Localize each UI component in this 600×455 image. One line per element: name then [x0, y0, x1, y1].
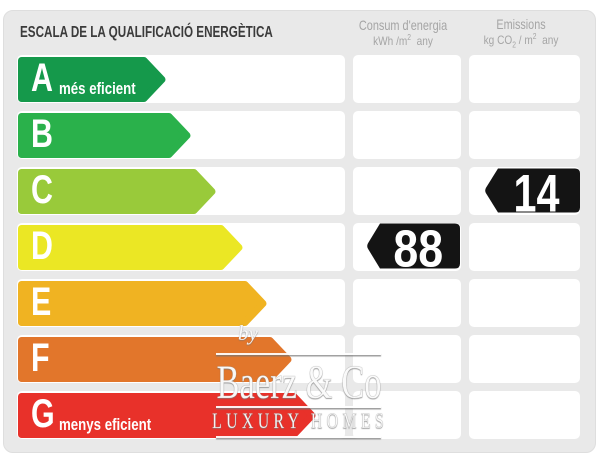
- svg-text:88: 88: [393, 223, 443, 269]
- svg-text:14: 14: [514, 168, 560, 213]
